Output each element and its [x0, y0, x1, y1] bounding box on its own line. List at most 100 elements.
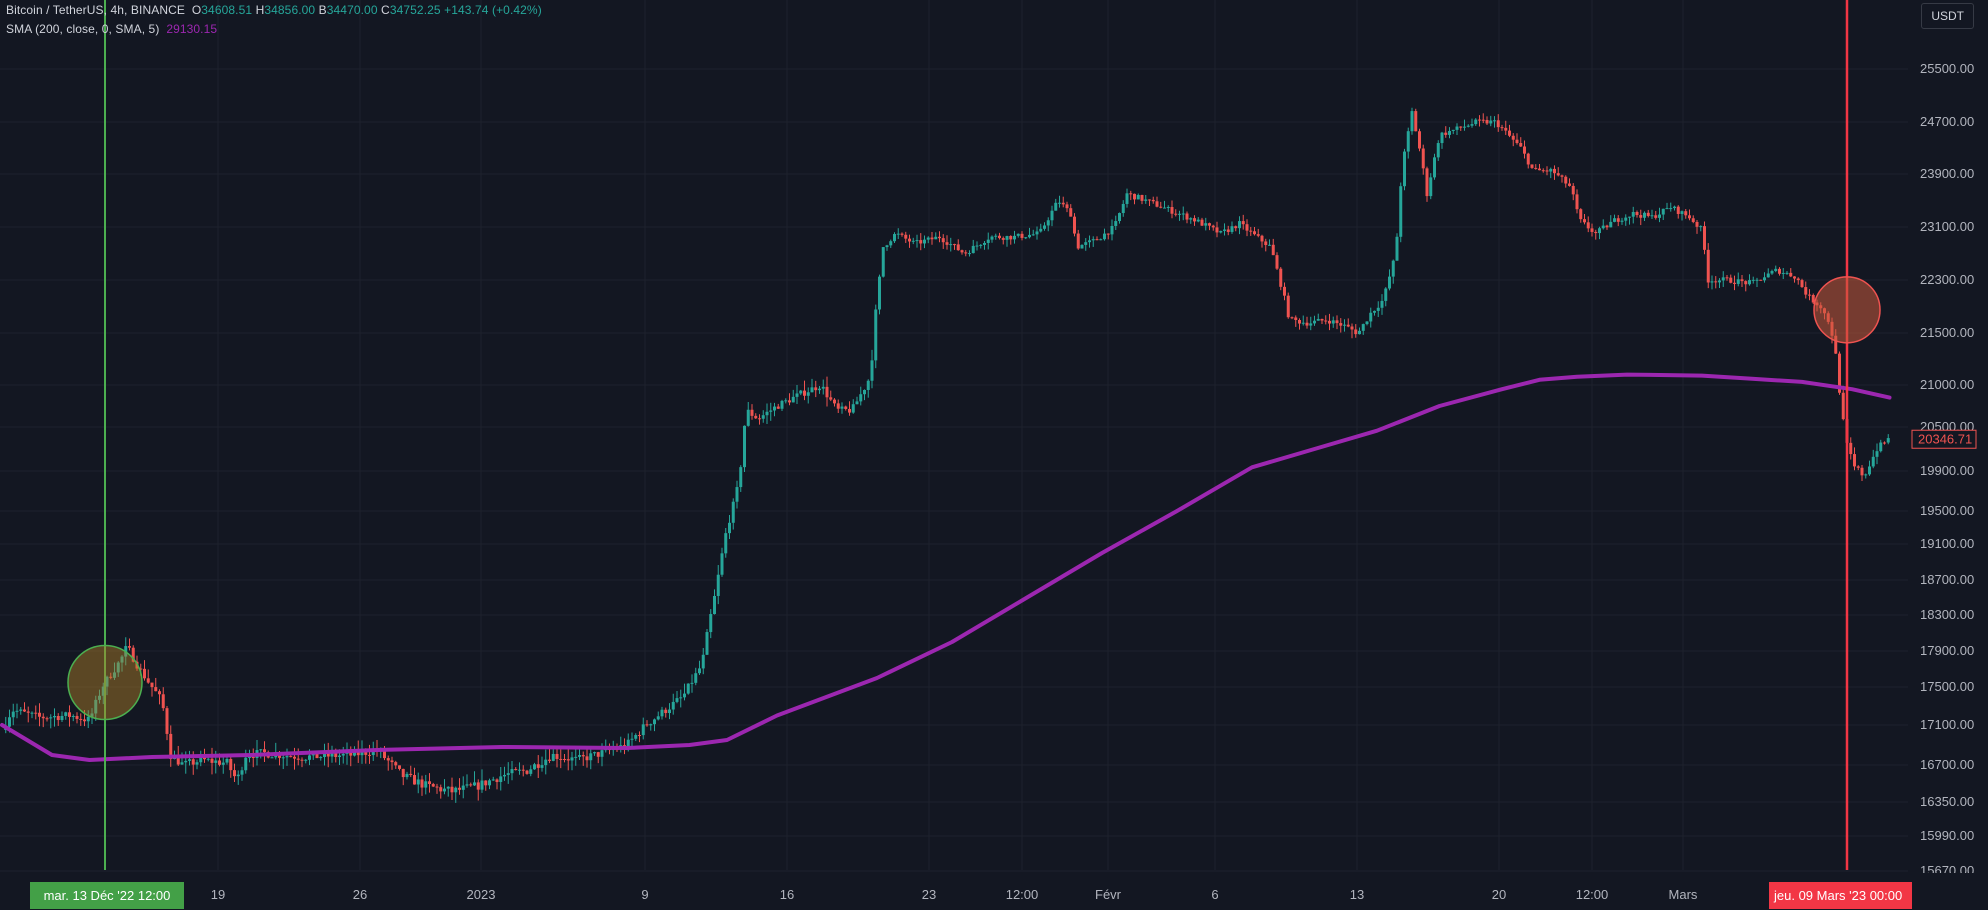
- candle-499: [1875, 443, 1879, 465]
- candle-278: [1046, 217, 1050, 232]
- candle-178: [671, 693, 675, 715]
- candle-259: [975, 241, 979, 251]
- candle-238: [896, 228, 900, 239]
- candle-374: [1406, 127, 1410, 159]
- candle-422: [1586, 216, 1590, 233]
- candle-129: [488, 778, 491, 790]
- candle-335: [1260, 234, 1264, 248]
- candle-22: [86, 710, 90, 729]
- candle-429: [1613, 214, 1616, 223]
- candle-448: [1684, 208, 1688, 219]
- candle-375: [1410, 107, 1414, 135]
- candle-31: [120, 655, 124, 672]
- time-tick-label: 9: [641, 887, 648, 902]
- candle-187: [705, 629, 709, 656]
- candle-378: [1421, 144, 1425, 175]
- candle-291: [1095, 236, 1099, 241]
- candle-11: [45, 716, 49, 722]
- candle-155: [585, 747, 589, 768]
- candle-120: [454, 786, 458, 803]
- candle-457: [1718, 278, 1721, 288]
- candle-168: [634, 733, 638, 742]
- sma-value: 29130.15: [166, 22, 218, 36]
- candle-252: [949, 237, 953, 252]
- candle-459: [1725, 274, 1729, 281]
- candle-118: [446, 786, 450, 797]
- candle-379: [1425, 166, 1429, 202]
- candle-133: [503, 766, 506, 781]
- candle-131: [495, 778, 499, 790]
- candle-317: [1193, 215, 1196, 226]
- candle-444: [1669, 202, 1673, 212]
- candle-356: [1339, 318, 1343, 333]
- price-tick-label: 18700.00: [1920, 572, 1974, 587]
- candle-79: [300, 757, 304, 768]
- candle-121: [458, 778, 461, 795]
- candle-47: [180, 752, 184, 765]
- candle-385: [1448, 127, 1451, 139]
- candle-332: [1249, 226, 1253, 236]
- candle-146: [551, 749, 555, 762]
- price-tick-label: 18300.00: [1920, 607, 1974, 622]
- candle-380: [1429, 173, 1433, 200]
- candle-451: [1695, 219, 1699, 234]
- candle-477: [1793, 276, 1796, 283]
- candle-28: [109, 672, 113, 680]
- candle-174: [656, 711, 660, 721]
- candle-347: [1305, 316, 1309, 329]
- candle-502: [1886, 434, 1890, 445]
- candle-344: [1294, 315, 1298, 327]
- candle-406: [1526, 152, 1530, 169]
- candle-353: [1328, 313, 1331, 331]
- candle-138: [521, 765, 525, 777]
- candle-470: [1766, 268, 1770, 278]
- open-value: 34608.51: [201, 3, 253, 17]
- candle-3: [15, 703, 19, 719]
- high-value: 34856.00: [264, 3, 316, 17]
- candle-40: [154, 677, 158, 692]
- candle-371: [1395, 233, 1399, 261]
- candle-130: [491, 776, 495, 781]
- candle-220: [829, 390, 833, 402]
- candle-106: [401, 768, 405, 786]
- candle-157: [593, 751, 596, 756]
- candle-348: [1309, 316, 1313, 331]
- candle-7: [30, 711, 34, 719]
- candle-221: [833, 398, 836, 407]
- candle-435: [1635, 210, 1639, 218]
- candle-417: [1568, 178, 1571, 187]
- candle-345: [1298, 318, 1301, 330]
- candle-228: [859, 386, 863, 406]
- candle-203: [765, 403, 769, 424]
- candle-493: [1853, 447, 1856, 471]
- candle-443: [1665, 202, 1669, 210]
- candle-189: [713, 589, 716, 615]
- candle-437: [1643, 211, 1646, 222]
- candle-234: [881, 247, 885, 278]
- candle-102: [386, 755, 390, 771]
- candle-257: [968, 250, 971, 257]
- price-tick-label: 15990.00: [1920, 828, 1974, 843]
- candle-251: [945, 235, 949, 250]
- candle-315: [1185, 211, 1189, 224]
- candle-108: [409, 765, 413, 778]
- candle-15: [60, 711, 64, 723]
- candle-342: [1286, 292, 1290, 319]
- candle-241: [908, 234, 911, 248]
- candle-13: [53, 708, 56, 727]
- candle-431: [1620, 217, 1624, 225]
- candle-478: [1796, 277, 1800, 285]
- candle-113: [428, 773, 431, 793]
- price-tick-label: 23900.00: [1920, 166, 1974, 181]
- currency-button[interactable]: USDT: [1921, 3, 1974, 29]
- candle-212: [799, 389, 803, 396]
- candle-80: [304, 758, 308, 764]
- candle-293: [1103, 228, 1106, 241]
- candle-72: [274, 742, 278, 760]
- candle-341: [1283, 282, 1286, 301]
- candle-302: [1136, 193, 1140, 200]
- candle-231: [870, 349, 874, 389]
- grid: [0, 0, 1908, 872]
